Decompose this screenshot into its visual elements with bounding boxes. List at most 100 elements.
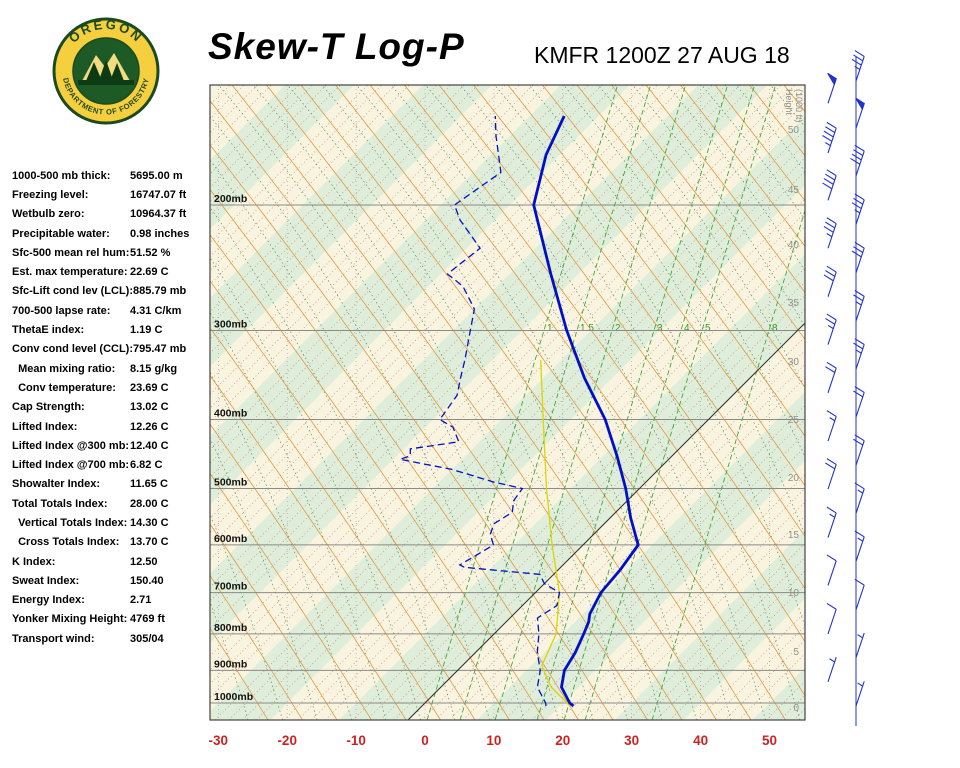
skewt-chart: 1 1.5 2 3 4 5 8200mb300mb400mb500mb600mb700mb8… bbox=[209, 84, 806, 748]
temp-axis-label: -10 bbox=[346, 733, 366, 748]
index-row: Lifted Index @700 mb: 6.82 C bbox=[12, 455, 214, 474]
index-row: 1000-500 mb thick: 5695.00 m bbox=[12, 166, 214, 185]
index-row: Energy Index: 2.71 bbox=[12, 591, 214, 610]
index-label: Total Totals Index: bbox=[12, 497, 108, 510]
svg-text:20: 20 bbox=[788, 473, 800, 484]
wind-barb-panel bbox=[822, 50, 865, 726]
wind-barb bbox=[851, 241, 865, 273]
wind-barb bbox=[825, 313, 837, 345]
svg-text:5: 5 bbox=[705, 323, 711, 334]
temp-axis-label: -20 bbox=[277, 733, 297, 748]
index-label: Lifted Index @300 mb: bbox=[12, 439, 130, 452]
temp-axis-label: 40 bbox=[693, 733, 708, 748]
page-title: Skew-T Log-P bbox=[208, 26, 465, 67]
svg-text:500mb: 500mb bbox=[214, 476, 247, 488]
wind-barb bbox=[854, 578, 865, 610]
index-value: 10964.37 ft bbox=[130, 208, 187, 221]
index-value: 23.69 C bbox=[130, 381, 169, 394]
svg-text:1000mb: 1000mb bbox=[214, 691, 253, 703]
index-label: Sweat Index: bbox=[12, 574, 80, 587]
wind-barb bbox=[854, 530, 865, 562]
index-row: Precipitable water: 0.98 inches bbox=[12, 224, 214, 243]
plot-area: 1 1.5 2 3 4 5 8200mb300mb400mb500mb600mb700mb8… bbox=[210, 85, 805, 720]
index-value: 0.98 inches bbox=[130, 227, 190, 240]
wind-barb bbox=[826, 410, 837, 442]
index-label: Sfc-500 mean rel hum: bbox=[12, 246, 130, 259]
temp-axis-label: 0 bbox=[421, 733, 429, 748]
index-label: Cross Totals Index: bbox=[12, 536, 120, 549]
index-row: K Index: 12.50 bbox=[12, 552, 214, 571]
wind-barb bbox=[823, 217, 837, 249]
index-row: Freezing level: 16747.07 ft bbox=[12, 185, 214, 204]
index-label: Lifted Index @700 mb: bbox=[12, 459, 130, 472]
indices-panel: 1000-500 mb thick: 5695.00 m Freezing le… bbox=[12, 166, 214, 648]
index-value: 2.71 bbox=[130, 594, 152, 607]
index-label: Conv cond level (CCL): bbox=[12, 343, 134, 356]
index-value: 8.15 g/kg bbox=[130, 362, 178, 375]
index-row: Wetbulb zero: 10964.37 ft bbox=[12, 205, 214, 224]
index-label: 1000-500 mb thick: bbox=[12, 169, 111, 182]
index-row: Transport wind: 305/04 bbox=[12, 629, 214, 648]
index-label: Yonker Mixing Height: bbox=[12, 613, 128, 626]
svg-text:15: 15 bbox=[788, 530, 800, 541]
temperature-curve bbox=[532, 115, 640, 708]
dewpoint-curve bbox=[397, 115, 561, 707]
index-row: Sfc-500 mean rel hum: 51.52 % bbox=[12, 243, 214, 262]
svg-text:4: 4 bbox=[684, 323, 690, 334]
wind-barb bbox=[855, 97, 865, 129]
index-value: 4.31 C/km bbox=[130, 304, 182, 317]
index-value: 1.19 C bbox=[130, 324, 163, 337]
svg-text:25: 25 bbox=[788, 415, 800, 426]
index-row: Total Totals Index: 28.00 C bbox=[12, 494, 214, 513]
index-label: Freezing level: bbox=[12, 188, 89, 201]
index-row: Sfc-Lift cond lev (LCL): 885.79 mb bbox=[12, 282, 214, 301]
wind-barb bbox=[823, 265, 837, 297]
wind-barb bbox=[825, 458, 837, 490]
index-label: Mean mixing ratio: bbox=[12, 362, 116, 375]
index-label: K Index: bbox=[12, 555, 56, 568]
wind-barb bbox=[855, 632, 865, 658]
wind-barb bbox=[822, 169, 837, 201]
index-value: 6.82 C bbox=[130, 459, 163, 472]
index-value: 150.40 bbox=[130, 574, 164, 587]
index-value: 4769 ft bbox=[130, 613, 165, 626]
svg-text:0: 0 bbox=[793, 703, 799, 714]
plot-border bbox=[209, 84, 806, 721]
wind-barb bbox=[826, 602, 837, 635]
wind-barb bbox=[853, 386, 865, 418]
svg-text:8: 8 bbox=[772, 323, 778, 334]
svg-text:2: 2 bbox=[615, 323, 621, 334]
wind-barb bbox=[854, 482, 865, 514]
wind-barb bbox=[825, 361, 837, 393]
wind-barb bbox=[851, 193, 865, 225]
index-row: Est. max temperature: 22.69 C bbox=[12, 262, 214, 281]
svg-text:600mb: 600mb bbox=[214, 533, 247, 545]
index-label: Cap Strength: bbox=[12, 401, 85, 414]
index-value: 13.02 C bbox=[130, 401, 169, 414]
wind-barb bbox=[822, 121, 837, 154]
wind-barb bbox=[855, 681, 865, 707]
index-value: 885.79 mb bbox=[133, 285, 187, 298]
index-value: 305/04 bbox=[130, 632, 164, 645]
index-value: 5695.00 m bbox=[130, 169, 183, 182]
wind-barb bbox=[853, 434, 865, 466]
svg-text:40: 40 bbox=[788, 240, 800, 251]
svg-text:700mb: 700mb bbox=[214, 581, 247, 593]
index-row: Lifted Index: 12.26 C bbox=[12, 417, 214, 436]
index-label: Transport wind: bbox=[12, 632, 95, 645]
index-row: ThetaE index: 1.19 C bbox=[12, 320, 214, 339]
index-label: Sfc-Lift cond lev (LCL): bbox=[12, 285, 133, 298]
index-label: Lifted Index: bbox=[12, 420, 78, 433]
svg-text:300mb: 300mb bbox=[214, 318, 247, 330]
temp-axis-label: 20 bbox=[555, 733, 570, 748]
svg-text:(1000 ft): (1000 ft) bbox=[794, 89, 804, 123]
temp-axis-label: -30 bbox=[209, 733, 229, 748]
index-row: Lifted Index @300 mb: 12.40 C bbox=[12, 436, 214, 455]
svg-text:Height: Height bbox=[784, 89, 794, 116]
logo-forest-graphic bbox=[78, 53, 134, 85]
index-value: 11.65 C bbox=[130, 478, 168, 491]
temp-axis-label: 10 bbox=[486, 733, 501, 748]
index-label: Vertical Totals Index: bbox=[12, 516, 128, 529]
svg-text:800mb: 800mb bbox=[214, 622, 247, 634]
